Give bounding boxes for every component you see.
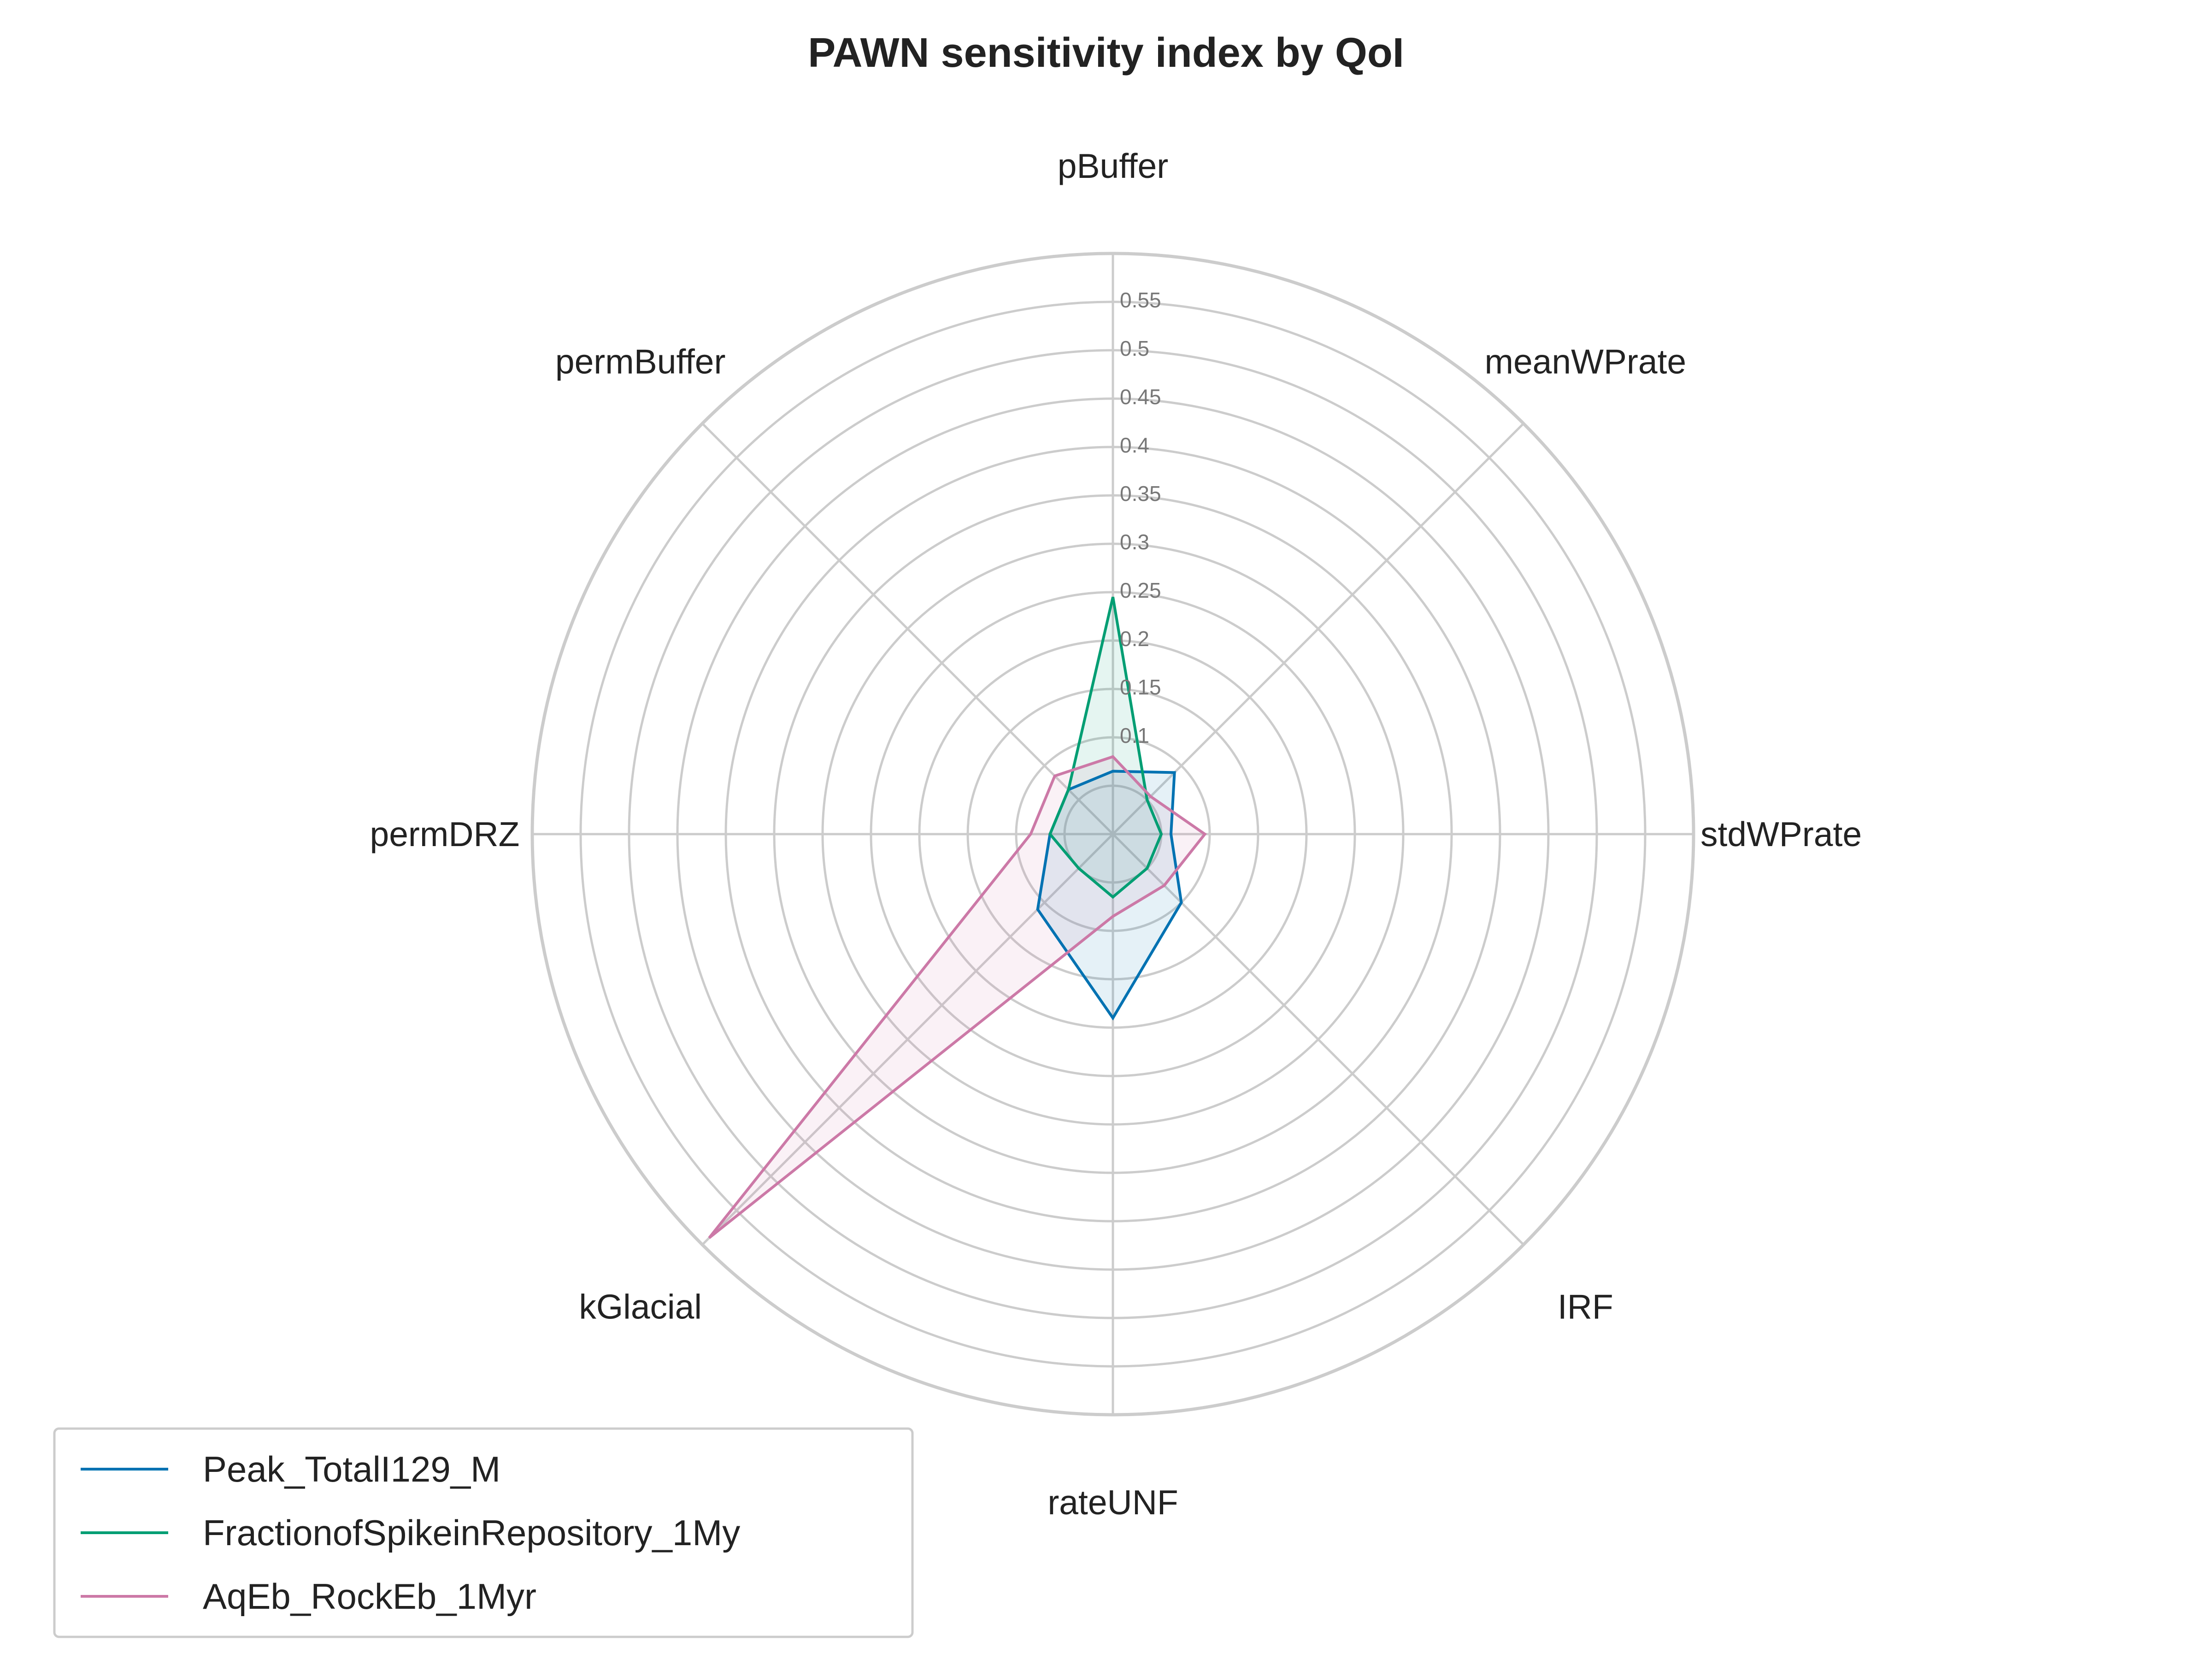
axis-label: pBuffer [1058, 147, 1168, 185]
series-lines [708, 596, 1207, 1239]
legend: Peak_TotalI129_M FractionofSpikeinReposit… [53, 1427, 914, 1638]
grid-spoke [1112, 423, 1524, 835]
series-line [708, 755, 1207, 1239]
outer-frame [530, 252, 1695, 1417]
r-tick-label: 0.55 [1120, 288, 1161, 312]
r-tick-label: 0.4 [1120, 433, 1149, 457]
r-tick-label: 0.3 [1120, 530, 1149, 554]
chart-title: PAWN sensitivity index by QoI [808, 30, 1404, 76]
r-tick-label: 0.45 [1120, 385, 1161, 409]
radar-grid [530, 252, 1695, 1417]
series-fill [1050, 597, 1161, 897]
axis-label: kGlacial [579, 1287, 702, 1326]
grid-spoke [701, 423, 1114, 835]
legend-label: Peak_TotalI129_M [203, 1449, 500, 1489]
series-fill [709, 757, 1205, 1238]
axis-label: meanWPrate [1484, 342, 1686, 381]
series-line [1048, 596, 1163, 899]
legend-frame [53, 1427, 914, 1638]
axis-label: permDRZ [370, 815, 519, 853]
legend-label: FractionofSpikeinRepository_1My [203, 1512, 740, 1553]
axis-label: permBuffer [555, 342, 726, 381]
axis-label: IRF [1558, 1287, 1613, 1326]
r-tick-label: 0.25 [1120, 578, 1161, 602]
r-tick-label: 0.2 [1120, 627, 1149, 651]
r-tick-label: 0.15 [1120, 675, 1161, 699]
r-tick-label: 0.5 [1120, 336, 1149, 360]
r-tick-label: 0.35 [1120, 482, 1161, 506]
axis-label: rateUNF [1047, 1483, 1178, 1522]
axis-label: stdWPrate [1700, 815, 1862, 853]
axis-labels: pBuffer meanWPrate stdWPrate IRF rateUNF kGla… [370, 147, 1862, 1522]
r-tick-label: 0.1 [1120, 724, 1149, 747]
radial-tick-labels: 0.1 0.15 0.2 0.25 0.3 0.35 0.4 0.45 0.5 0.55 [1120, 288, 1161, 747]
legend-label: AqEb_RockEb_1Myr [203, 1576, 536, 1617]
grid-spoke [701, 833, 1114, 1246]
